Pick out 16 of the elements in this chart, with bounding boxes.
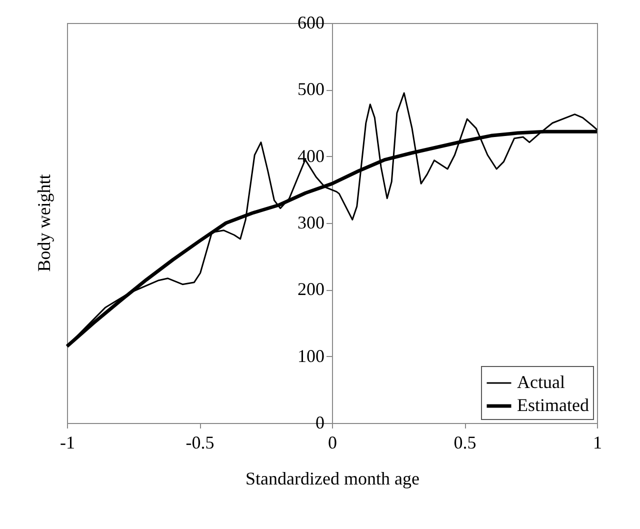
y-tick-label: 600 bbox=[298, 12, 324, 32]
y-tick-label: 500 bbox=[298, 79, 324, 100]
x-tick-label: 1 bbox=[593, 432, 602, 452]
y-tick-label: 0 bbox=[316, 412, 324, 432]
y-tick-label: 300 bbox=[298, 212, 324, 232]
x-tick-label: 0 bbox=[328, 432, 337, 452]
legend-label: Actual bbox=[517, 372, 565, 392]
legend-label: Estimated bbox=[517, 395, 589, 415]
x-axis-title: Standardized month age bbox=[246, 468, 420, 488]
y-axis-title: Body weightt bbox=[34, 174, 54, 272]
y-tick-label: 400 bbox=[298, 146, 324, 166]
x-tick-label: -1 bbox=[60, 432, 75, 452]
x-tick-label: -0.5 bbox=[186, 432, 214, 452]
x-tick-label: 0.5 bbox=[454, 432, 476, 452]
y-tick-label: 100 bbox=[298, 346, 324, 366]
y-tick-label: 200 bbox=[298, 279, 324, 300]
